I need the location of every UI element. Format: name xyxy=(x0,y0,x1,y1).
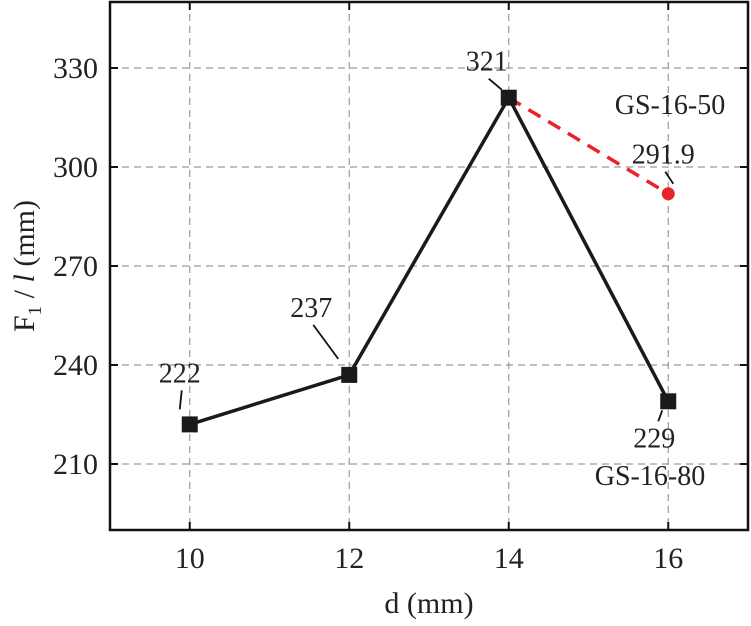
data-label-s0-1: 237 xyxy=(290,293,332,324)
y-tick-label-300: 300 xyxy=(53,151,98,184)
y-label-unit: (mm) xyxy=(8,200,41,274)
series-line-1 xyxy=(507,96,670,196)
leader-line-s0-0 xyxy=(178,390,183,410)
marker-s0-3 xyxy=(660,393,677,410)
y-axis-label: F1 / l (mm) xyxy=(8,200,46,332)
y-label-separator: / xyxy=(8,282,41,305)
y-tick-label-240: 240 xyxy=(53,349,98,382)
x-tick-label-10: 10 xyxy=(175,542,205,575)
series-line-0 xyxy=(189,94,670,427)
x-tick-label-14: 14 xyxy=(494,542,524,575)
data-label-s0-3: 229 xyxy=(633,423,675,454)
marker-s0-2 xyxy=(500,89,517,106)
grid-lines xyxy=(110,2,748,530)
x-tick-label-16: 16 xyxy=(653,542,683,575)
leader-line-s0-1 xyxy=(312,324,339,360)
x-axis-label: d (mm) xyxy=(384,587,473,620)
series-label-gs-16-80: GS-16-80 xyxy=(595,461,705,492)
data-label-s0-0: 222 xyxy=(159,358,201,389)
data-labels: 222 237 321 229 291.9 xyxy=(159,47,695,455)
y-tick-label-270: 270 xyxy=(53,250,98,283)
leader-line-s1-1 xyxy=(664,171,674,185)
leader-line-s0-2 xyxy=(488,78,503,91)
series-label-gs-16-50: GS-16-50 xyxy=(615,90,725,121)
y-label-symbol: F xyxy=(8,315,41,332)
y-label-subscript: 1 xyxy=(25,306,46,316)
series-layer xyxy=(181,89,677,433)
marker-s0-1 xyxy=(341,366,358,383)
data-label-s0-2: 321 xyxy=(466,47,508,78)
marker-s0-0 xyxy=(181,416,198,433)
y-tick-label-330: 330 xyxy=(53,52,98,85)
axis-ticks: 10 12 14 16 210 240 270 300 330 xyxy=(53,2,748,575)
data-label-s1-1: 291.9 xyxy=(632,140,695,171)
x-tick-label-12: 12 xyxy=(334,542,364,575)
y-label-length: l xyxy=(8,274,41,282)
y-tick-label-210: 210 xyxy=(53,448,98,481)
leader-line-s0-3 xyxy=(657,409,664,422)
marker-s1-1 xyxy=(661,187,675,201)
